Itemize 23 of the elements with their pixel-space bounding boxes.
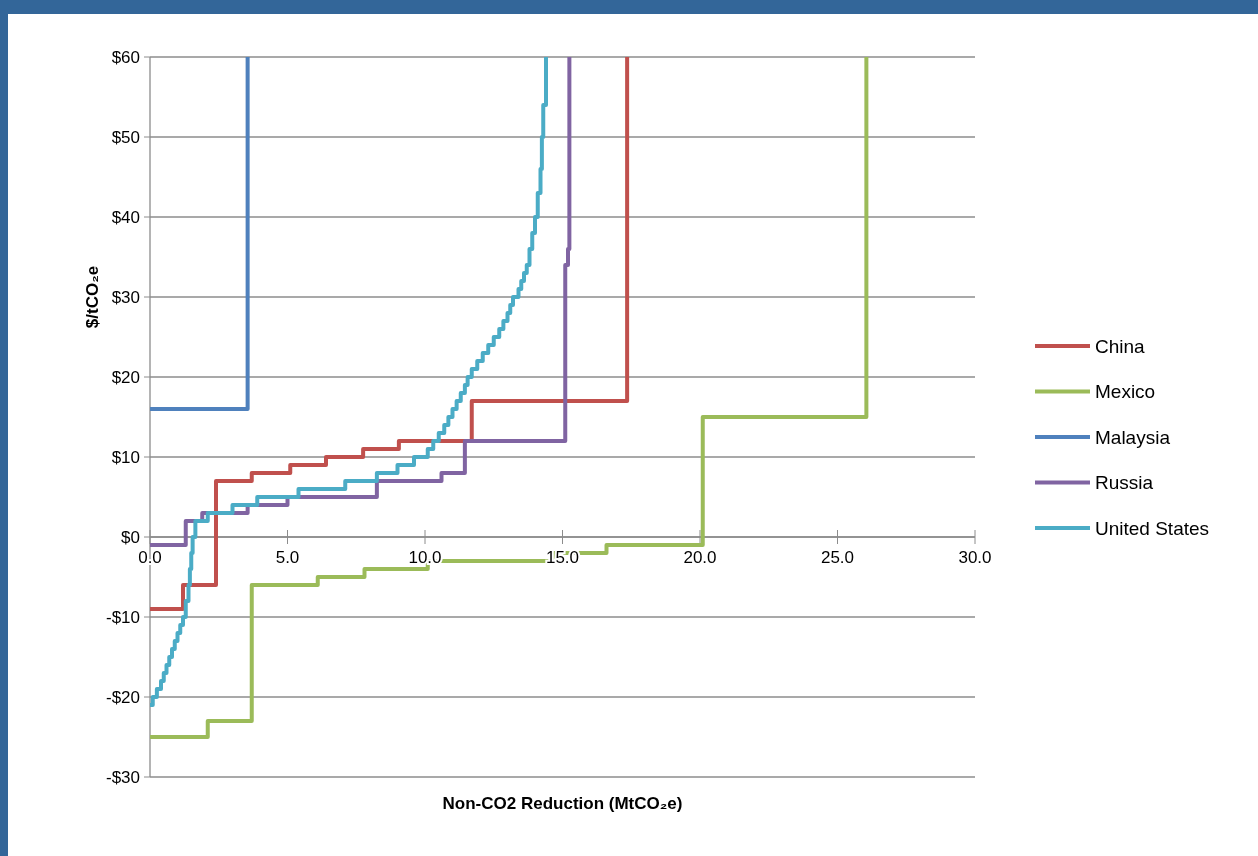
- y-tick-label: -$30: [105, 767, 140, 787]
- x-tick-label: 5.0: [275, 548, 300, 567]
- x-tick-label: 10.0: [408, 548, 442, 567]
- y-tick-label: $0: [121, 527, 140, 547]
- x-tick-label: 20.0: [683, 548, 717, 567]
- x-tick-label: 0.0: [138, 548, 162, 567]
- legend-label: Russia: [1095, 472, 1154, 494]
- y-tick-label: $40: [111, 207, 140, 227]
- y-tick-label: $50: [111, 127, 140, 147]
- y-tick-label: $20: [111, 367, 140, 387]
- x-axis-title: Non-CO2 Reduction (MtCO₂e): [442, 794, 683, 813]
- y-tick-label: -$10: [105, 607, 140, 627]
- y-tick-label: $10: [111, 447, 140, 467]
- y-tick-label: $60: [111, 47, 140, 67]
- y-axis-title: $/tCO₂e: [83, 265, 102, 329]
- x-tick-label: 30.0: [958, 548, 992, 567]
- legend-label: China: [1095, 335, 1146, 357]
- legend-label: United States: [1095, 517, 1210, 539]
- y-tick-label: -$20: [105, 687, 140, 707]
- legend-label: Malaysia: [1095, 426, 1171, 448]
- legend-label: Mexico: [1095, 381, 1156, 403]
- x-tick-label: 25.0: [820, 548, 855, 567]
- y-tick-label: $30: [111, 287, 140, 307]
